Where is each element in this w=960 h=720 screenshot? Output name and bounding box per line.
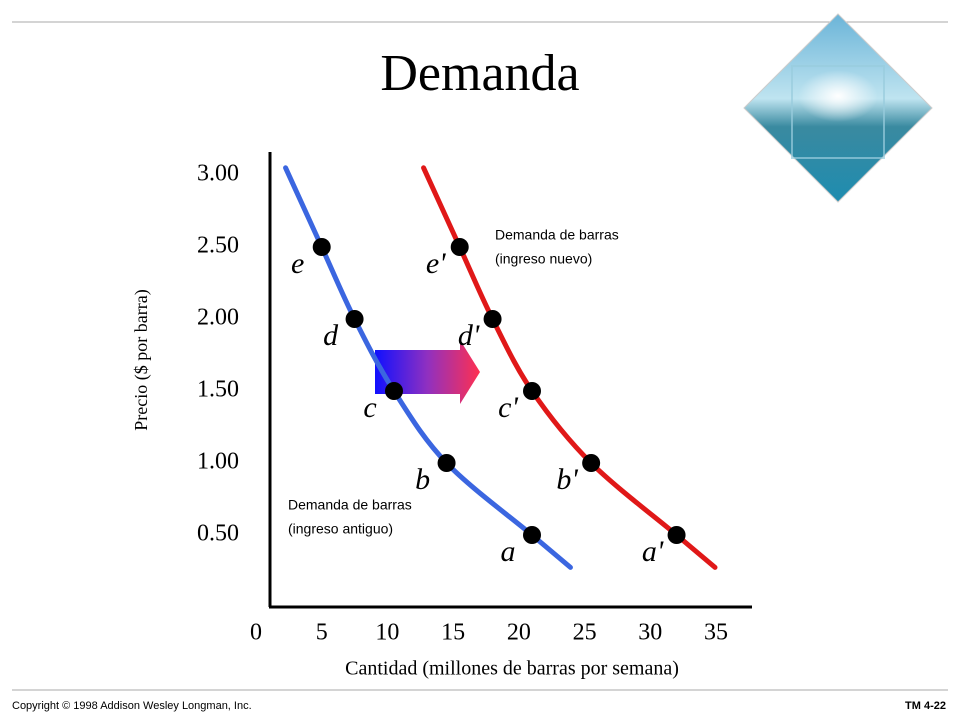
point (312, 238, 331, 256)
point-label: b' (556, 463, 578, 496)
point-label: a' (642, 535, 664, 568)
point-label: c (363, 391, 376, 424)
y-tick-label: 0.50 (197, 521, 239, 547)
point (345, 310, 364, 328)
x-axis-label: Cantidad (millones de barras por semana) (345, 658, 679, 680)
point (385, 382, 403, 400)
x-tick-label: 5 (316, 620, 328, 646)
old-curve-label: (ingreso antiguo) (288, 521, 393, 537)
point-label: d (323, 319, 339, 352)
slide-code: TM 4-22 (905, 700, 946, 712)
point (523, 526, 541, 544)
y-tick-label: 3.00 (197, 161, 239, 187)
point (667, 526, 686, 544)
point-label: d' (458, 319, 480, 352)
x-tick-label: 20 (507, 620, 531, 646)
point (437, 454, 456, 472)
new-curve-label: (ingreso nuevo) (495, 251, 592, 267)
point-label: e (291, 247, 304, 280)
point (483, 310, 502, 328)
point-label: a (501, 535, 516, 568)
point (450, 238, 469, 256)
point-label: e' (426, 247, 446, 280)
x-tick-label: 35 (704, 620, 728, 646)
y-tick-label: 1.00 (197, 449, 239, 475)
y-axis-label: Precio ($ por barra) (131, 289, 152, 430)
decor-image (743, 13, 933, 203)
new-curve-label: Demanda de barras (495, 227, 619, 243)
y-tick-label: 2.50 (197, 233, 239, 259)
x-tick-label: 10 (375, 620, 399, 646)
point (523, 382, 541, 400)
y-tick-label: 2.00 (197, 305, 239, 331)
x-tick-label: 30 (638, 620, 662, 646)
point-label: c' (498, 391, 518, 424)
x-tick-label: 0 (250, 620, 262, 646)
y-tick-label: 1.50 (197, 377, 239, 403)
title: Demanda (380, 45, 579, 102)
x-tick-label: 25 (573, 620, 597, 646)
copyright: Copyright © 1998 Addison Wesley Longman,… (12, 700, 252, 712)
point-label: b (415, 463, 430, 496)
old-curve-label: Demanda de barras (288, 497, 412, 513)
x-tick-label: 15 (441, 620, 465, 646)
point (582, 454, 601, 472)
